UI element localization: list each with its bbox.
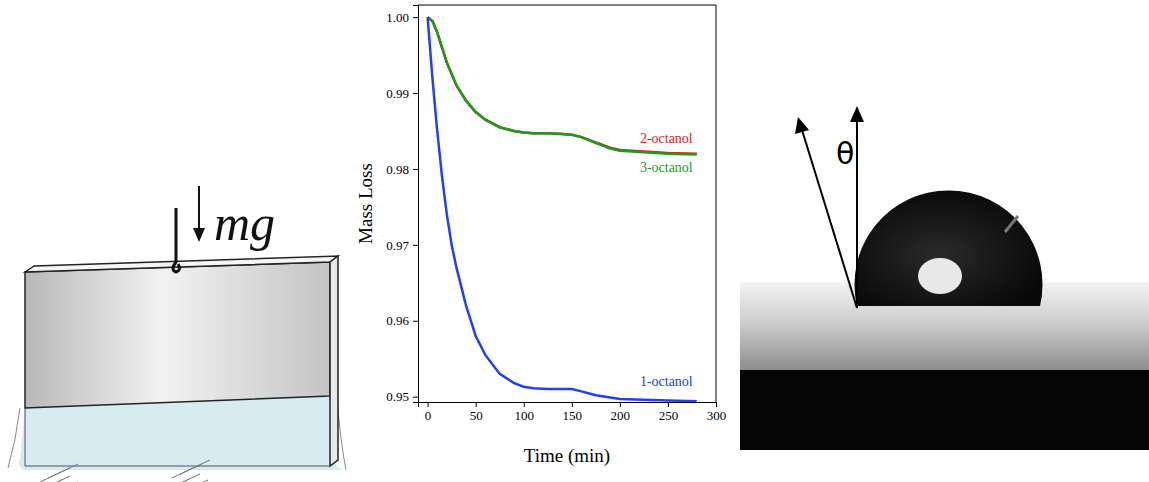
plate-submerged	[25, 396, 330, 466]
tick-label: 1.00	[386, 10, 409, 25]
plate-side	[330, 256, 338, 466]
axis-line	[419, 403, 717, 408]
tick-mark	[428, 402, 429, 407]
tick-label: 0.99	[386, 86, 409, 101]
tick-label: 200	[611, 408, 631, 423]
tangent-arrow	[802, 130, 857, 308]
series-line	[428, 17, 697, 154]
force-arrowhead	[193, 228, 205, 242]
line-chart: 0 50 100 150 200 250 300 0.95 0.96 0.97 0.98 0.99 1.…	[355, 5, 726, 467]
force-label: mg	[214, 195, 275, 251]
tick-mark	[413, 93, 418, 94]
y-axis: 0.95 0.96 0.97 0.98 0.99 1.00	[386, 6, 418, 405]
tick: 0.96	[386, 313, 418, 328]
tick-label: 300	[707, 408, 727, 423]
tick: 150	[563, 402, 583, 423]
tick-mark	[572, 402, 573, 407]
hook-wire	[173, 208, 180, 272]
plot-lines	[428, 17, 697, 401]
tick: 200	[611, 402, 631, 423]
tick: 50	[470, 402, 483, 423]
tick: 0.98	[386, 162, 418, 177]
droplet-highlight	[918, 258, 962, 294]
tick-mark	[413, 245, 418, 246]
tick-label: 0.97	[386, 238, 409, 253]
substrate-shadow	[740, 370, 1149, 450]
tick-mark	[668, 402, 669, 407]
tick-label: 250	[659, 408, 679, 423]
tick-mark	[524, 402, 525, 407]
plate-top	[25, 256, 338, 272]
liquid-hatch	[40, 460, 210, 482]
series-label: 1-octanol	[640, 374, 693, 389]
tick-label: 0.96	[386, 313, 409, 328]
tick-mark	[476, 402, 477, 407]
tick: 0.97	[386, 238, 418, 253]
tick: 250	[659, 402, 679, 423]
tick-label: 150	[563, 408, 583, 423]
needle-glint	[1005, 216, 1018, 232]
x-axis-title: Time (min)	[524, 445, 610, 467]
tick: 300	[707, 402, 727, 423]
tick: 0.99	[386, 86, 418, 101]
tick: 100	[514, 402, 534, 423]
tick-mark	[620, 402, 621, 407]
tick: 1.00	[386, 10, 418, 25]
vertical-arrow	[856, 118, 858, 308]
tick-mark	[413, 321, 418, 322]
tick-mark	[413, 397, 418, 398]
y-axis-title: Mass Loss	[355, 163, 376, 244]
tick-label: 100	[514, 408, 534, 423]
droplet	[855, 190, 1043, 306]
tick-mark	[716, 402, 717, 407]
plate-front	[25, 262, 330, 408]
series-line	[428, 17, 697, 154]
tick-label: 0.95	[386, 389, 409, 404]
tick-label: 50	[470, 408, 483, 423]
x-axis: 0 50 100 150 200 250 300	[419, 402, 727, 423]
tick: 0.95	[386, 389, 418, 404]
liquid	[19, 396, 342, 470]
axis-line	[413, 6, 419, 403]
series-label: 2-octanol	[640, 131, 693, 146]
series-label: 3-octanol	[640, 160, 693, 175]
angle-label: θ	[836, 136, 854, 171]
tick-mark	[413, 17, 418, 18]
tick-mark	[413, 169, 418, 170]
tick-label: 0	[425, 408, 432, 423]
tick-label: 0.98	[386, 162, 409, 177]
plot-frame	[418, 5, 716, 6]
arrowhead	[795, 117, 809, 134]
liquid-hatch	[40, 474, 208, 482]
tick: 0	[425, 402, 432, 423]
force-arrow	[198, 186, 200, 232]
droplet-photo: θ	[740, 106, 1149, 450]
plot-frame	[716, 5, 717, 402]
series-line	[428, 17, 697, 401]
arrowhead	[850, 106, 864, 122]
plate-diagram: mg	[8, 186, 346, 482]
